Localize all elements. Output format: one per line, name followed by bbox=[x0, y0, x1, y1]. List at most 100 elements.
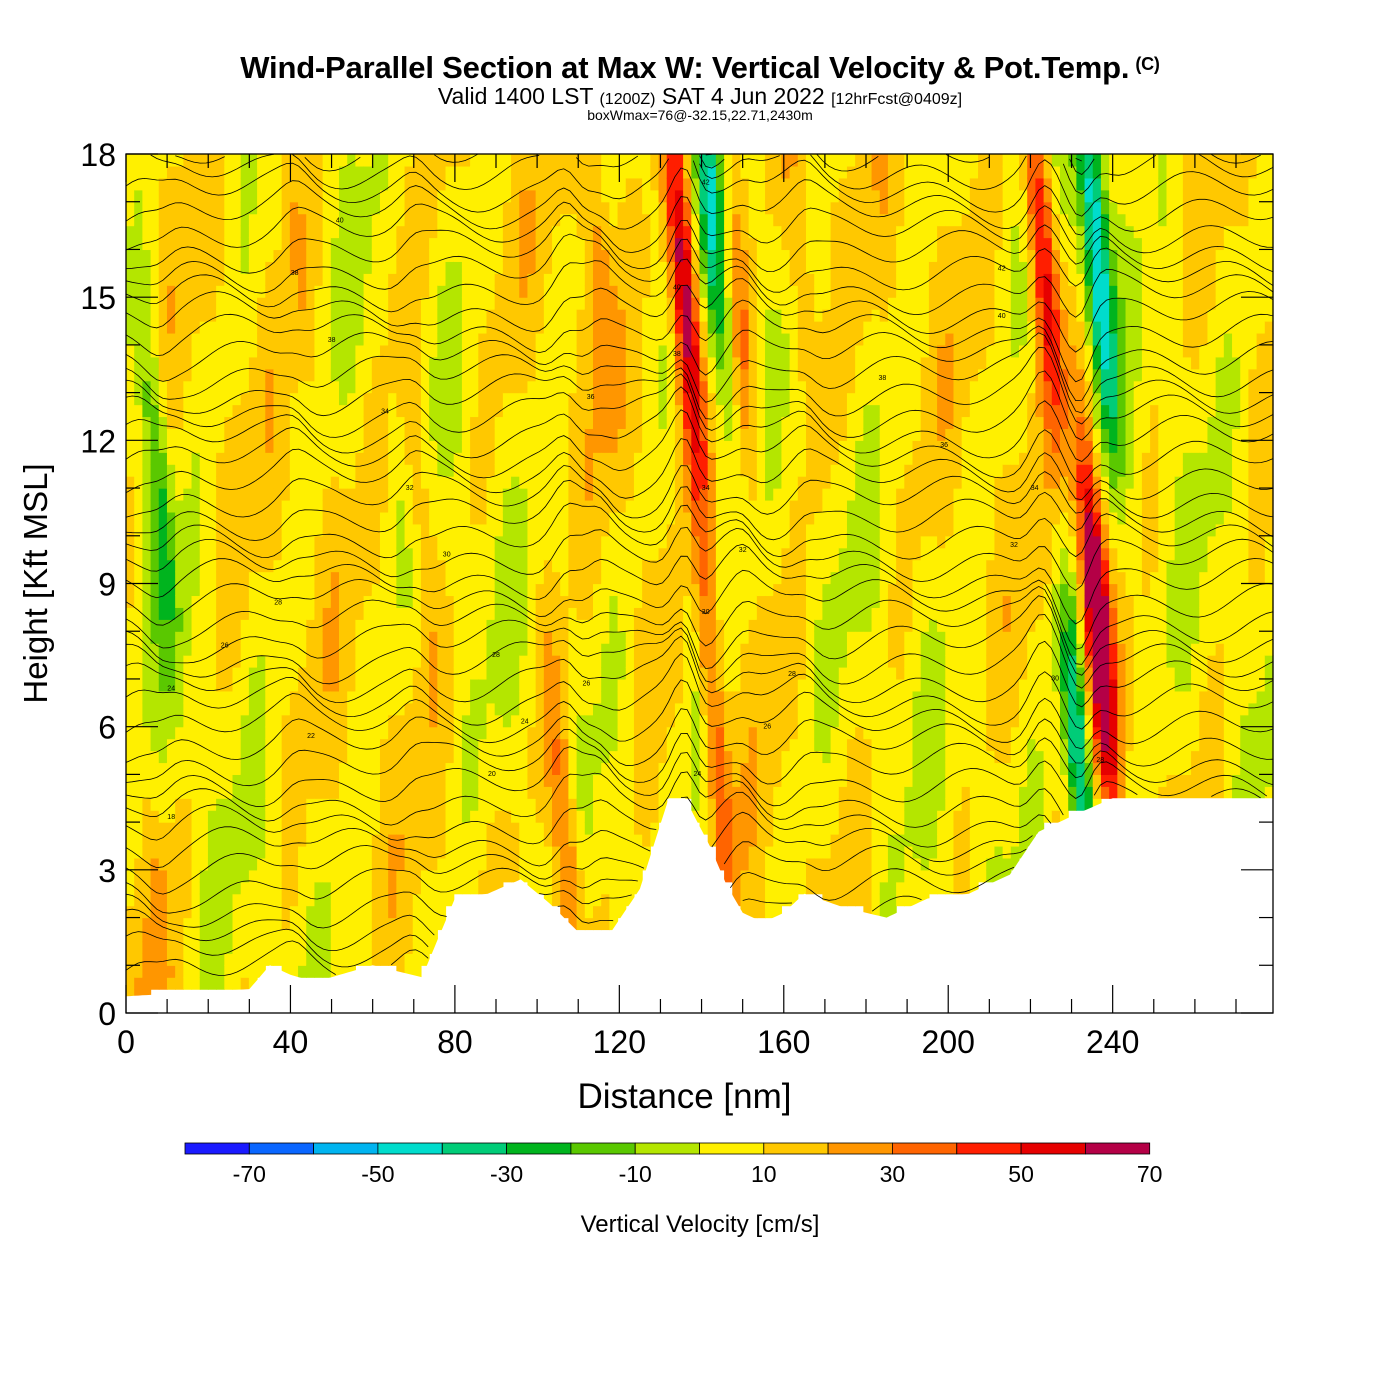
velocity-cell bbox=[568, 702, 578, 716]
velocity-cell bbox=[404, 321, 414, 334]
velocity-cell bbox=[576, 595, 586, 608]
velocity-cell bbox=[527, 714, 537, 728]
velocity-cell bbox=[674, 464, 684, 477]
velocity-cell bbox=[240, 786, 250, 799]
velocity-cell bbox=[232, 726, 242, 740]
velocity-cell bbox=[552, 225, 561, 239]
velocity-cell bbox=[461, 559, 471, 573]
velocity-cell bbox=[347, 189, 356, 203]
velocity-cell bbox=[363, 165, 373, 179]
velocity-cell bbox=[601, 798, 610, 811]
velocity-cell bbox=[470, 154, 479, 167]
velocity-cell bbox=[265, 845, 275, 859]
velocity-cell bbox=[642, 750, 651, 764]
velocity-cell bbox=[224, 655, 234, 668]
velocity-cell bbox=[175, 332, 184, 346]
velocity-cell bbox=[470, 702, 479, 716]
velocity-cell bbox=[461, 643, 471, 656]
velocity-cell bbox=[617, 380, 627, 394]
velocity-cell bbox=[445, 213, 455, 227]
velocity-cell bbox=[199, 344, 209, 358]
velocity-cell bbox=[240, 857, 250, 871]
velocity-cell bbox=[617, 237, 627, 251]
velocity-cell bbox=[420, 488, 430, 501]
velocity-cell bbox=[617, 213, 627, 227]
velocity-cell bbox=[543, 726, 553, 740]
velocity-cell bbox=[232, 356, 242, 370]
velocity-cell bbox=[298, 595, 307, 608]
velocity-cell bbox=[478, 404, 488, 418]
velocity-cell bbox=[650, 583, 660, 597]
velocity-cell bbox=[552, 273, 561, 286]
velocity-cell bbox=[248, 595, 258, 608]
velocity-cell bbox=[224, 643, 234, 656]
velocity-cell bbox=[617, 810, 627, 823]
velocity-cell bbox=[158, 309, 168, 322]
velocity-cell bbox=[224, 571, 234, 585]
velocity-cell bbox=[150, 332, 160, 346]
velocity-cell bbox=[560, 905, 570, 919]
velocity-cell bbox=[552, 762, 561, 775]
velocity-cell bbox=[511, 499, 520, 513]
velocity-cell bbox=[199, 905, 209, 919]
velocity-cell bbox=[306, 356, 316, 370]
velocity-cell bbox=[289, 607, 299, 620]
velocity-cell bbox=[732, 655, 742, 668]
velocity-cell bbox=[642, 762, 651, 775]
velocity-cell bbox=[429, 655, 438, 668]
velocity-cell bbox=[150, 702, 160, 716]
velocity-cell bbox=[592, 595, 602, 608]
velocity-cell bbox=[633, 607, 643, 620]
velocity-cell bbox=[371, 655, 381, 668]
velocity-cell bbox=[126, 893, 135, 907]
velocity-cell bbox=[650, 607, 660, 620]
velocity-cell bbox=[199, 440, 209, 453]
velocity-cell bbox=[658, 416, 668, 429]
velocity-cell bbox=[166, 225, 176, 239]
velocity-cell bbox=[412, 678, 422, 692]
velocity-cell bbox=[339, 857, 348, 871]
velocity-cell bbox=[240, 213, 250, 227]
velocity-cell bbox=[281, 368, 291, 382]
velocity-cell bbox=[126, 452, 135, 465]
velocity-cell bbox=[379, 547, 389, 561]
velocity-cell bbox=[216, 941, 225, 954]
velocity-cell bbox=[560, 511, 570, 525]
velocity-cell bbox=[437, 714, 447, 728]
velocity-cell bbox=[674, 714, 684, 728]
velocity-cell bbox=[306, 368, 316, 382]
velocity-cell bbox=[396, 237, 406, 251]
velocity-cell bbox=[330, 798, 340, 811]
velocity-cell bbox=[486, 273, 496, 286]
velocity-cell bbox=[511, 344, 520, 358]
velocity-cell bbox=[142, 655, 152, 668]
velocity-cell bbox=[420, 643, 430, 656]
velocity-cell bbox=[502, 404, 512, 418]
velocity-cell bbox=[150, 726, 160, 740]
velocity-cell bbox=[445, 309, 455, 322]
velocity-cell bbox=[584, 845, 594, 859]
velocity-cell bbox=[642, 690, 651, 704]
velocity-cell bbox=[363, 344, 373, 358]
velocity-cell bbox=[126, 714, 135, 728]
velocity-cell bbox=[633, 249, 643, 262]
velocity-cell bbox=[601, 404, 610, 418]
velocity-cell bbox=[486, 714, 496, 728]
velocity-cell bbox=[453, 297, 463, 310]
velocity-cell bbox=[724, 667, 733, 680]
velocity-cell bbox=[633, 595, 643, 608]
velocity-cell bbox=[175, 857, 184, 871]
velocity-cell bbox=[166, 297, 176, 310]
velocity-cell bbox=[355, 714, 365, 728]
velocity-cell bbox=[265, 404, 275, 418]
velocity-cell bbox=[248, 977, 258, 990]
velocity-cell bbox=[494, 822, 504, 835]
velocity-cell bbox=[699, 595, 709, 608]
velocity-cell bbox=[183, 476, 193, 489]
velocity-cell bbox=[429, 464, 438, 477]
velocity-cell bbox=[224, 881, 234, 895]
velocity-cell bbox=[371, 750, 381, 764]
velocity-cell bbox=[609, 583, 619, 597]
velocity-cell bbox=[740, 261, 750, 274]
velocity-cell bbox=[281, 559, 291, 573]
